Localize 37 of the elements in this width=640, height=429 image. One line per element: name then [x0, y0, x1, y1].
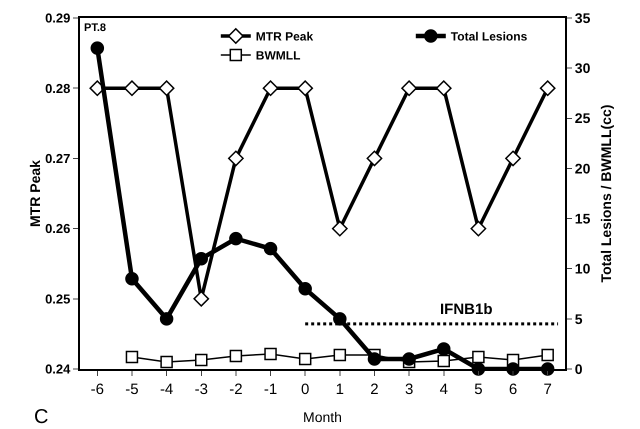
y-tick-label: 0.24: [45, 362, 72, 377]
y-axis-title: MTR Peak: [27, 160, 44, 227]
x-tick-label: 3: [404, 381, 414, 398]
y-tick-label: 0.28: [45, 80, 70, 96]
x-tick-label: 5: [474, 381, 483, 398]
y-tick-label: 0.25: [45, 291, 70, 306]
y2-tick-label: 35: [574, 10, 591, 26]
text: C: [34, 406, 48, 428]
x-tick-label: -5: [125, 381, 139, 398]
y2-tick-label: 25: [574, 110, 591, 126]
x-tick-label: -4: [160, 381, 174, 398]
y2-tick-label: 0: [574, 360, 583, 377]
x-tick-label: -3: [194, 381, 208, 398]
x-tick-label: 0: [301, 381, 310, 398]
y-tick-label: 0.27: [45, 150, 70, 166]
y2-tick-label: 20: [574, 160, 591, 176]
y2-tick-label: 10: [574, 260, 591, 277]
x-tick-label: -2: [229, 381, 243, 398]
series-label: IFNB1b: [440, 301, 492, 318]
x-tick-label: 7: [544, 381, 552, 398]
y2-axis-title: Total Lesions / BWMLL(cc): [598, 104, 614, 282]
legend-label: BWMLL: [256, 48, 300, 63]
y2-tick-label: 15: [574, 210, 591, 226]
x-tick-label: 1: [336, 381, 344, 398]
x-tick-label: 6: [508, 381, 518, 398]
legend-label: MTR Peak: [256, 30, 314, 44]
x-tick-label: 2: [370, 381, 379, 398]
legend-label: Total Lesions: [450, 30, 528, 44]
x-axis-title: Month: [303, 409, 342, 425]
annotation: PT.8: [84, 22, 106, 34]
y2-tick-label: 5: [574, 310, 583, 327]
y-tick-label: 0.29: [45, 10, 70, 26]
y-tick-label: 0.26: [45, 221, 70, 236]
x-tick-label: -6: [90, 381, 104, 398]
y2-tick-label: 30: [574, 60, 591, 76]
x-tick-label: 4: [440, 381, 448, 398]
x-tick-label: -1: [264, 381, 278, 398]
